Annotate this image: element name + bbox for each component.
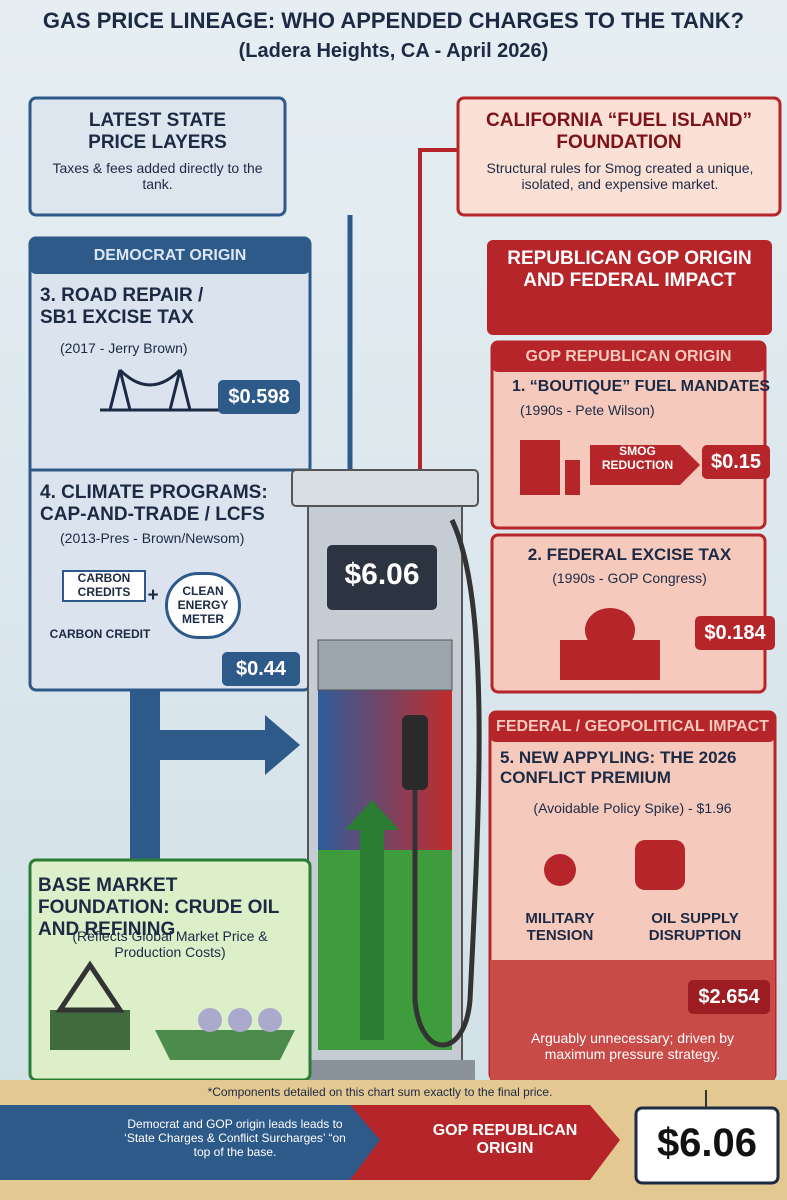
icon-label: CLEAN ENERGY METER: [165, 572, 241, 640]
title: GAS PRICE LINEAGE: WHO APPENDED CHARGES …: [42, 8, 745, 33]
amount: $0.598: [218, 380, 300, 414]
footer-label: GOP REPUBLICAN ORIGIN: [432, 1122, 578, 1158]
panel-label: DEMOCRAT ORIGIN: [93, 247, 247, 264]
icon-caption: MILITARY TENSION: [525, 910, 595, 945]
final-total: $6.06: [656, 1121, 758, 1165]
item-note: (Avoidable Policy Spike) - $1.96: [533, 800, 732, 816]
panel-label: FEDERAL / GEOPOLITICAL IMPACT: [496, 718, 769, 735]
callout-title: LATEST STATE PRICE LAYERS: [88, 110, 227, 153]
callout-text: Structural rules for Smog created a uniq…: [486, 160, 754, 193]
amount: $2.654: [688, 980, 770, 1014]
icon-plus: +: [147, 585, 159, 606]
amount: $0.184: [695, 616, 775, 650]
item-note: (2013-Pres - Brown/Newsom): [60, 530, 245, 546]
base-text: (Reflects Global Market Price & Producti…: [72, 928, 268, 961]
amount: $0.44: [222, 652, 300, 686]
item-title: 1. “BOUTIQUE” FUEL MANDATES: [512, 378, 771, 395]
amount: $0.15: [702, 445, 770, 479]
icon-caption: CARBON CREDIT: [49, 627, 151, 641]
item-note: (1990s - Pete Wilson): [520, 402, 655, 418]
pump-price: $6.06: [344, 558, 420, 591]
icon-label: CARBON CREDITS: [62, 570, 146, 602]
item-note: (2017 - Jerry Brown): [60, 340, 188, 356]
callout-text: Taxes & fees added directly to the tank.: [52, 160, 263, 193]
footer-text: Democrat and GOP origin leads leads to ‘…: [124, 1117, 346, 1159]
item-text: Arguably unnecessary; driven by maximum …: [530, 1030, 735, 1063]
item-title: 2. FEDERAL EXCISE TAX: [527, 545, 732, 564]
item-title: 4. CLIMATE PROGRAMS: CAP-AND-TRADE / LCF…: [40, 482, 268, 525]
base-title: BASE MARKET FOUNDATION: CRUDE OIL AND RE…: [38, 875, 280, 940]
callout-title: CALIFORNIA “FUEL ISLAND” FOUNDATION: [486, 110, 752, 153]
subtitle: (Ladera Heights, CA - April 2026): [238, 40, 549, 62]
section-heading: REPUBLICAN GOP ORIGIN AND FEDERAL IMPACT: [507, 248, 752, 291]
icon-caption: OIL SUPPLY DISRUPTION: [648, 910, 742, 945]
item-note: (1990s - GOP Congress): [552, 570, 707, 586]
item-title: 3. ROAD REPAIR / SB1 EXCISE TAX: [40, 285, 204, 328]
tag: SMOG REDUCTION: [601, 444, 674, 472]
item-title: 5. NEW APPYLING: THE 2026 CONFLICT PREMI…: [500, 748, 737, 787]
footnote: *Components detailed on this chart sum e…: [207, 1085, 553, 1099]
panel-label: GOP REPUBLICAN ORIGIN: [525, 348, 732, 365]
